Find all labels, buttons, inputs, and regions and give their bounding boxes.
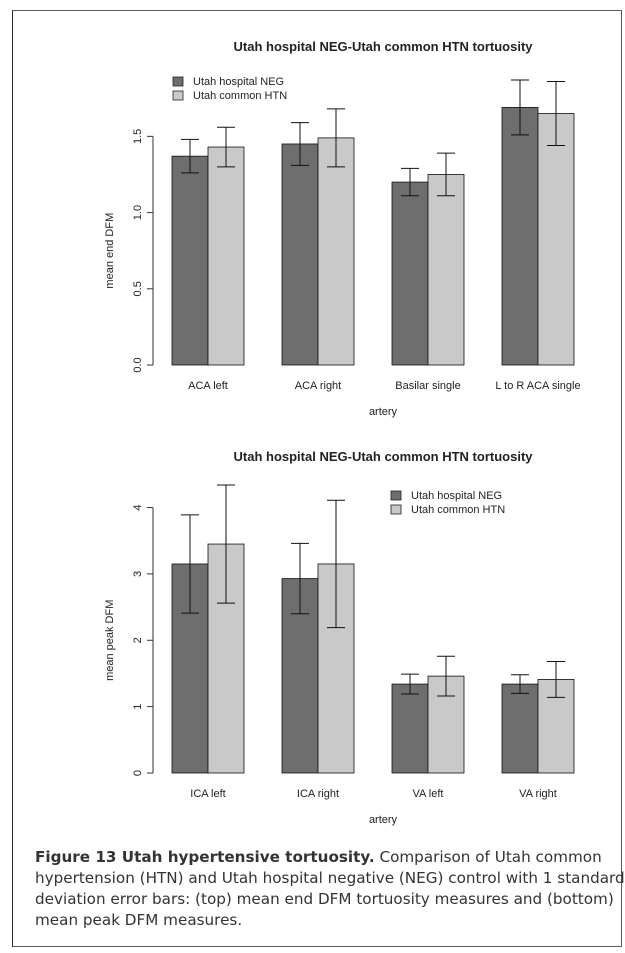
x-axis-label: artery — [369, 814, 398, 826]
bar — [427, 174, 465, 366]
legend-swatch — [172, 90, 184, 101]
legend-swatch — [172, 76, 184, 87]
legend-label: Utah common HTN — [411, 504, 505, 516]
figure-frame: Utah hospital NEG-Utah common HTN tortuo… — [12, 10, 625, 947]
chart-top: Utah hospital NEG-Utah common HTN tortuo… — [104, 39, 581, 418]
legend-swatch — [390, 490, 402, 501]
bar — [207, 146, 245, 366]
caption-title: Figure 13 Utah hypertensive tortuosity. — [35, 848, 375, 866]
caption-text: Comparison of Utah common hypertension (… — [35, 848, 625, 929]
y-tick-label: 1.5 — [132, 129, 144, 144]
bar — [501, 106, 539, 366]
chart-title: Utah hospital NEG-Utah common HTN tortuo… — [234, 449, 534, 464]
y-tick-label: 0 — [132, 770, 144, 776]
y-tick-label: 2 — [132, 637, 144, 643]
chart-bottom: Utah hospital NEG-Utah common HTN tortuo… — [104, 449, 575, 826]
y-tick-label: 0.5 — [132, 281, 144, 296]
bar — [317, 137, 355, 366]
chart-title: Utah hospital NEG-Utah common HTN tortuo… — [234, 39, 534, 54]
legend-label: Utah hospital NEG — [411, 490, 502, 502]
bar — [501, 683, 539, 774]
bar — [281, 143, 319, 366]
x-tick-label: VA left — [413, 788, 444, 800]
y-tick-label: 3 — [132, 571, 144, 577]
x-tick-label: ACA left — [188, 380, 228, 392]
x-tick-label: ICA left — [190, 788, 225, 800]
y-tick-label: 4 — [132, 504, 144, 510]
x-tick-label: L to R ACA single — [495, 380, 580, 392]
x-tick-label: ACA right — [295, 380, 341, 392]
y-tick-label: 0.0 — [132, 357, 144, 372]
y-axis-label: mean end DFM — [104, 213, 116, 289]
x-tick-label: ICA right — [297, 788, 339, 800]
y-tick-label: 1 — [132, 704, 144, 710]
y-axis-label: mean peak DFM — [104, 600, 116, 681]
bar — [391, 683, 429, 774]
bar — [391, 181, 429, 366]
legend-label: Utah hospital NEG — [193, 76, 284, 88]
x-axis-label: artery — [369, 406, 398, 418]
bar — [171, 155, 209, 366]
legend-label: Utah common HTN — [193, 90, 287, 102]
y-tick-label: 1.0 — [132, 205, 144, 220]
bar — [537, 113, 575, 366]
legend-swatch — [390, 504, 402, 515]
figure-caption: Figure 13 Utah hypertensive tortuosity. … — [35, 847, 625, 931]
x-tick-label: Basilar single — [395, 380, 460, 392]
x-tick-label: VA right — [519, 788, 557, 800]
